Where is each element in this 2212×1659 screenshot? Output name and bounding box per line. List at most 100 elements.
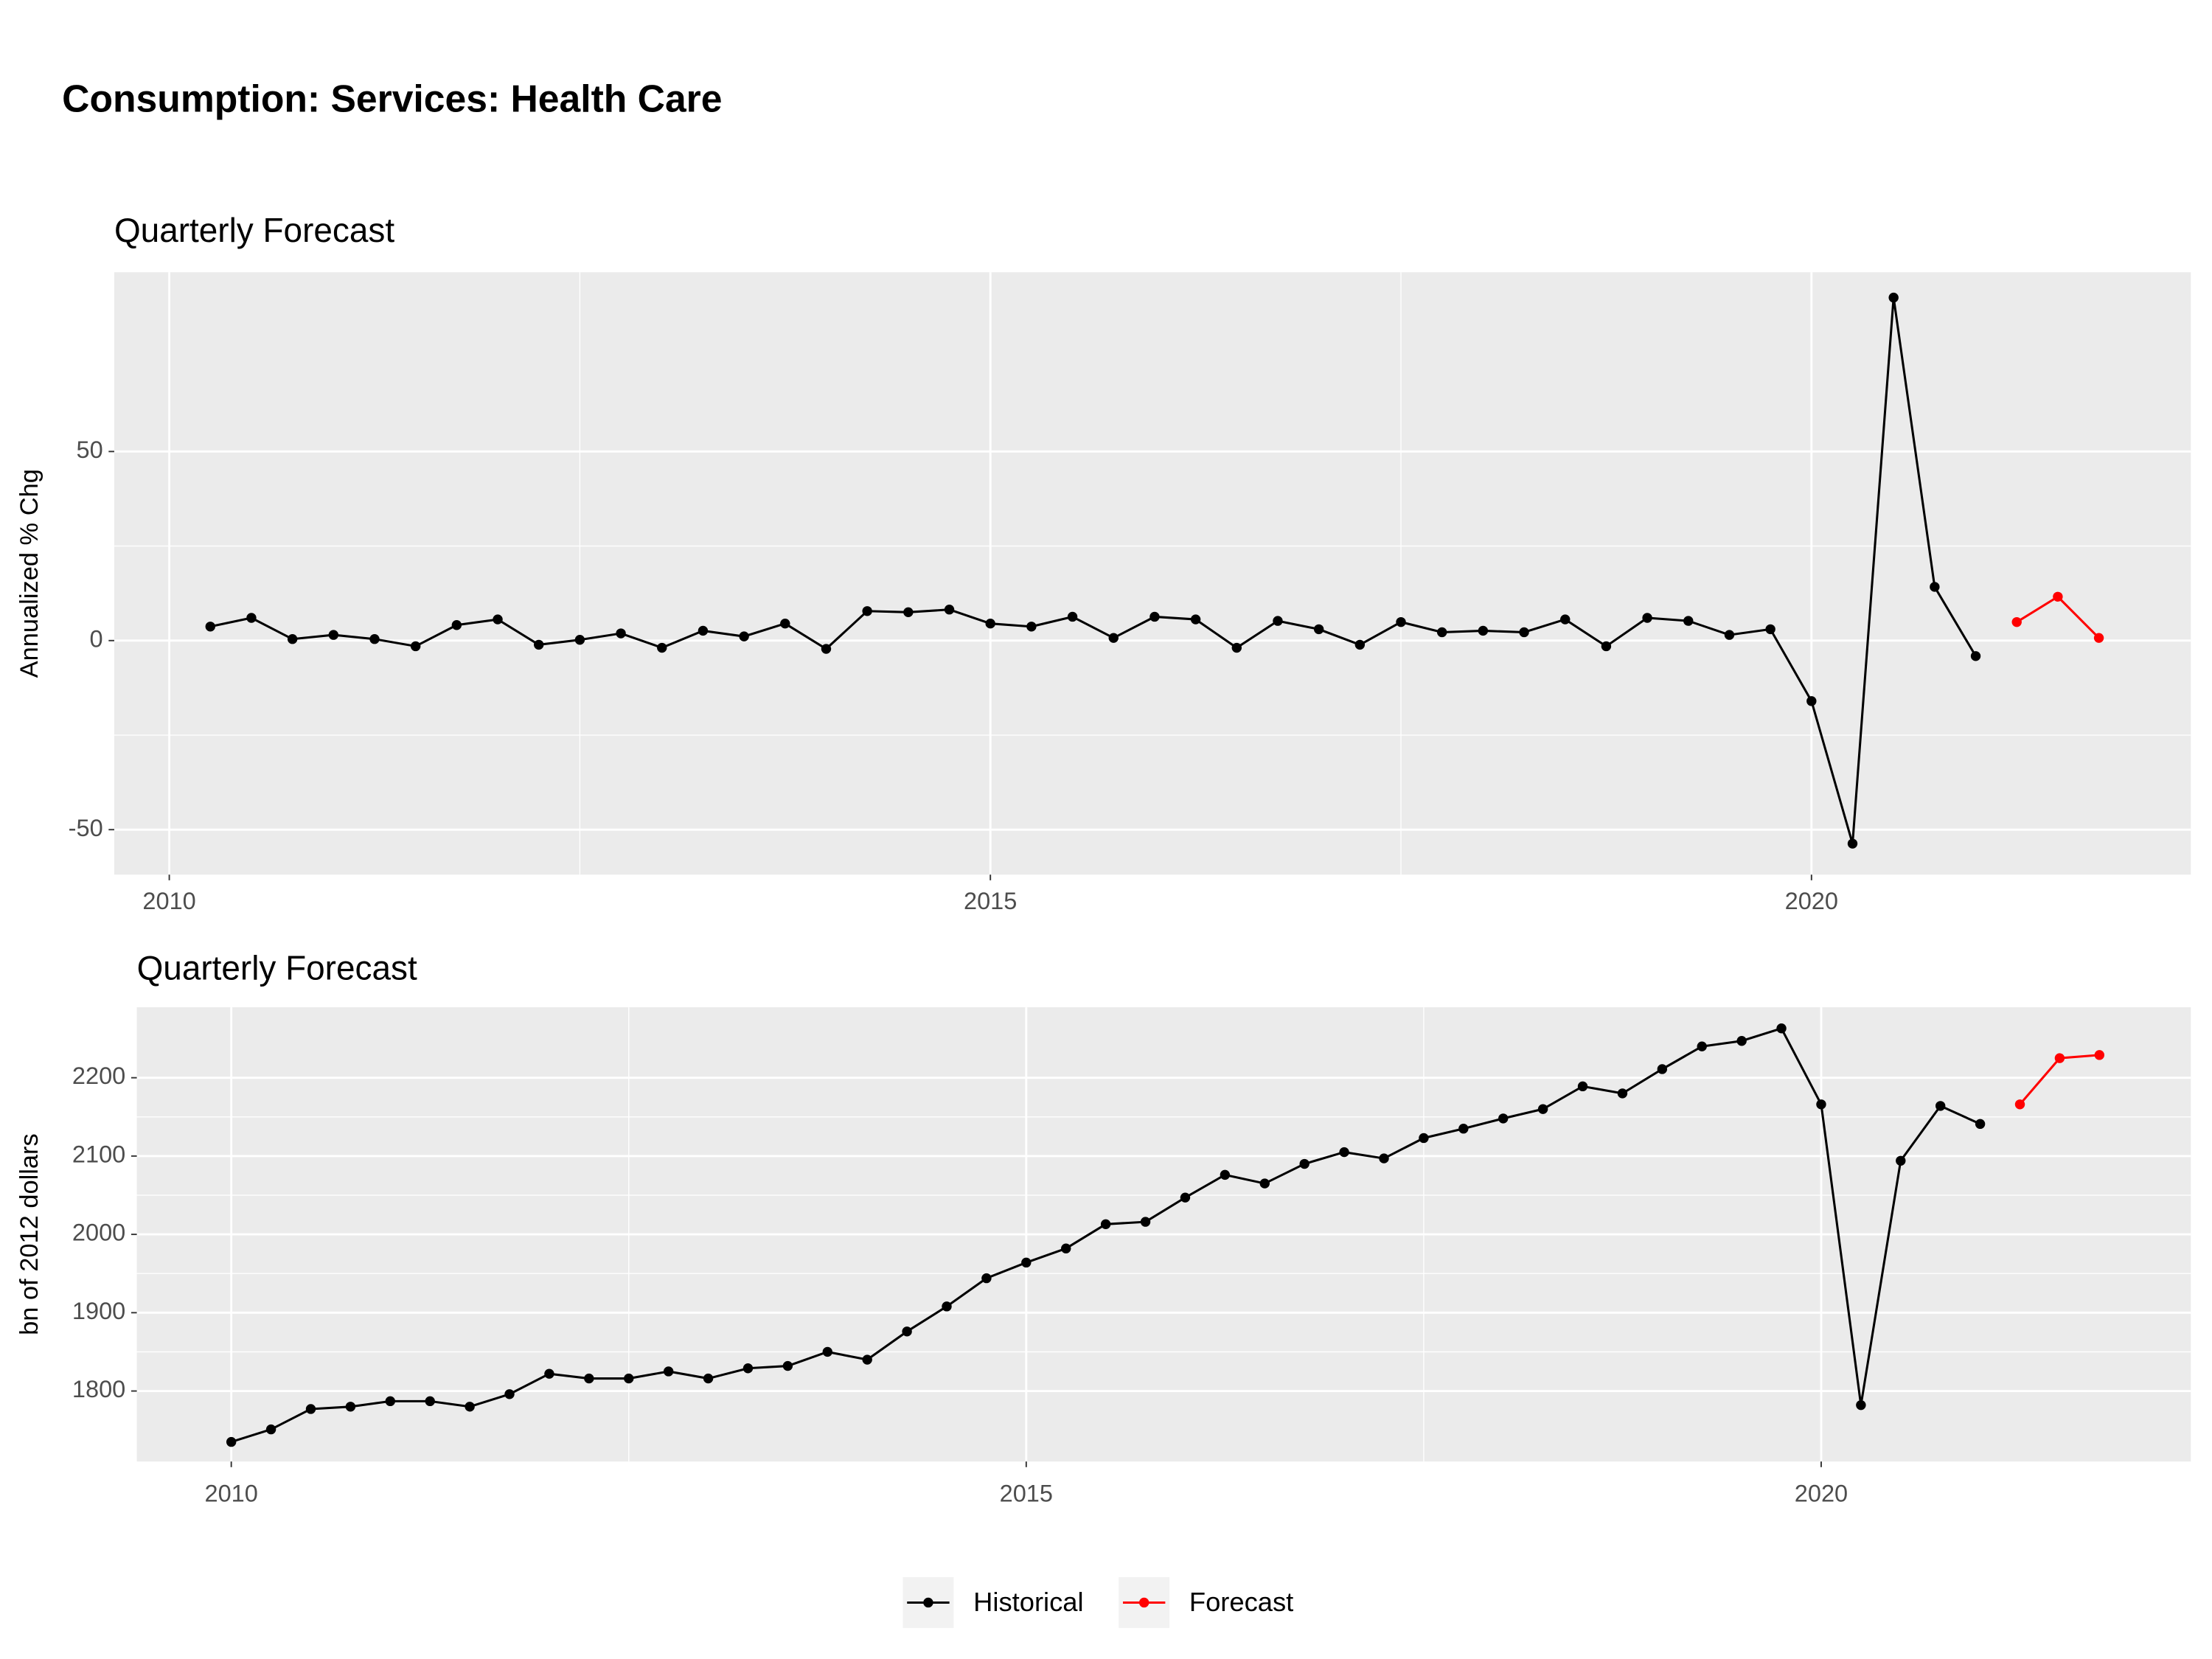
subtitle: Quarterly Forecast	[114, 211, 394, 249]
data-point	[1396, 616, 1406, 627]
data-point	[1108, 633, 1119, 643]
y-tick-label: 50	[76, 437, 102, 463]
data-point	[1061, 1243, 1071, 1253]
data-point	[742, 1363, 754, 1374]
data-point	[584, 1373, 594, 1384]
data-point	[504, 1389, 515, 1399]
data-point	[1478, 625, 1489, 636]
data-point	[544, 1368, 554, 1379]
data-point	[1220, 1169, 1231, 1180]
data-point	[1935, 1101, 1946, 1111]
data-point	[1888, 292, 1899, 303]
data-point	[1560, 614, 1571, 625]
data-point	[902, 1326, 912, 1337]
data-point	[1519, 627, 1529, 638]
data-point	[287, 634, 298, 644]
data-point	[1140, 1217, 1151, 1227]
data-point	[305, 1404, 316, 1414]
data-point	[1498, 1113, 1509, 1124]
data-point	[981, 1273, 992, 1284]
data-point	[1776, 1023, 1787, 1034]
legend-point	[923, 1597, 933, 1608]
data-point	[1975, 1119, 1986, 1130]
data-point	[2054, 1053, 2065, 1063]
data-point	[985, 618, 995, 629]
panel: Quarterly Forecast 1800 1900 2000 2100 2200 20…	[15, 948, 2191, 1507]
y-axis-title: bn of 2012 dollars	[15, 1133, 44, 1335]
data-point	[410, 641, 421, 652]
data-point	[1273, 616, 1283, 626]
x-tick-label: 2010	[204, 1481, 257, 1507]
data-point	[1537, 1104, 1548, 1114]
data-point	[493, 614, 503, 625]
data-point	[862, 1354, 872, 1365]
data-point	[1970, 651, 1981, 661]
data-point	[328, 630, 339, 640]
data-point	[1847, 838, 1858, 849]
data-point	[1190, 614, 1201, 625]
legend-label: Historical	[973, 1587, 1083, 1617]
data-point	[1816, 1099, 1826, 1110]
data-point	[1231, 642, 1242, 653]
data-point	[345, 1402, 356, 1412]
data-point	[1642, 613, 1652, 623]
data-point	[1697, 1041, 1707, 1051]
data-point	[1436, 627, 1447, 638]
data-point	[1930, 582, 1940, 592]
data-point	[663, 1366, 674, 1377]
data-point	[1354, 639, 1366, 650]
y-axis-title: Annualized % Chg	[15, 469, 44, 678]
legend-point	[1138, 1597, 1150, 1608]
x-tick-label: 2020	[1795, 1481, 1848, 1507]
y-tick-label: 2100	[72, 1141, 125, 1167]
data-point	[574, 635, 585, 645]
data-point	[2093, 633, 2104, 643]
data-point	[534, 639, 544, 650]
page-title: Consumption: Services: Health Care	[62, 77, 722, 119]
data-point	[703, 1373, 714, 1384]
data-point	[862, 606, 872, 616]
data-point	[822, 1346, 832, 1357]
data-point	[739, 631, 749, 641]
y-tick-label: 1800	[72, 1376, 125, 1402]
x-tick-label: 2015	[1000, 1481, 1053, 1507]
data-point	[944, 605, 955, 615]
data-point	[1259, 1178, 1270, 1189]
subtitle: Quarterly Forecast	[137, 948, 417, 987]
data-point	[1765, 624, 1775, 635]
data-point	[1150, 611, 1160, 622]
data-point	[1806, 696, 1817, 706]
data-point	[1683, 616, 1694, 626]
data-point	[465, 1402, 475, 1412]
data-point	[1313, 624, 1324, 635]
data-point	[782, 1360, 793, 1371]
data-point	[246, 613, 257, 623]
x-tick-label: 2020	[1785, 888, 1838, 914]
data-point	[1021, 1257, 1032, 1268]
data-point	[1577, 1081, 1588, 1092]
data-point	[2094, 1050, 2105, 1060]
data-point	[1458, 1124, 1469, 1134]
data-point	[226, 1436, 237, 1447]
panel: Quarterly Forecast -50 0 50 2010 2015 2020 Annu…	[15, 211, 2191, 914]
data-point	[385, 1396, 395, 1407]
x-tick-label: 2010	[142, 888, 195, 914]
data-point	[1657, 1064, 1668, 1074]
data-point	[1419, 1133, 1429, 1144]
series-line	[209, 297, 1977, 844]
data-point	[425, 1396, 435, 1407]
data-point	[1180, 1192, 1191, 1203]
data-point	[657, 642, 667, 653]
data-point	[1067, 611, 1078, 622]
data-point	[624, 1373, 634, 1384]
data-point	[1856, 1399, 1866, 1411]
data-point	[1617, 1088, 1628, 1099]
data-point	[821, 644, 832, 654]
data-point	[2014, 1099, 2025, 1110]
y-tick-label: 2200	[72, 1062, 125, 1089]
legend-label: Forecast	[1189, 1587, 1293, 1617]
data-point	[369, 634, 380, 644]
data-point	[1299, 1158, 1310, 1169]
